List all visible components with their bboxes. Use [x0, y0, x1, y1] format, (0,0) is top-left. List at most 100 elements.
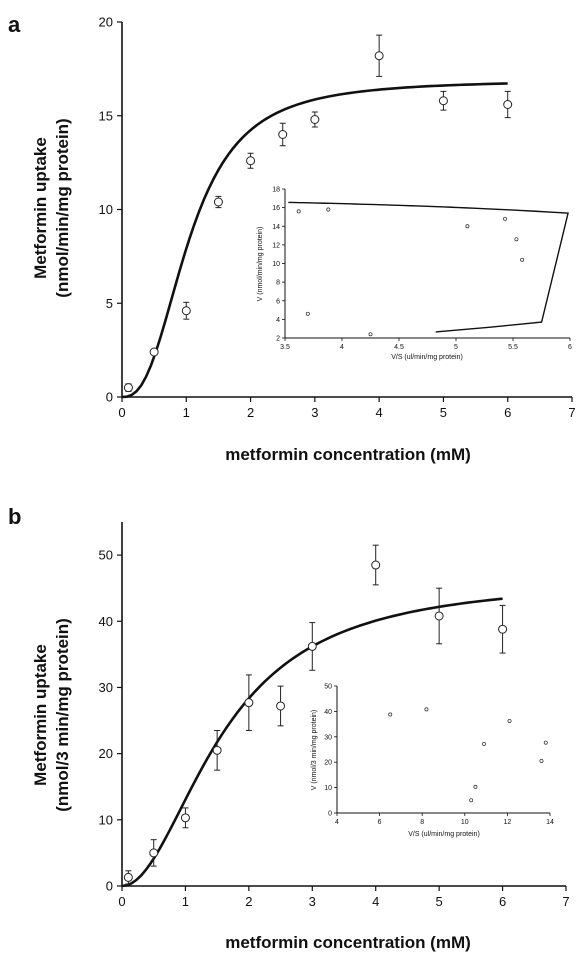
panel-b-y-tick-label: 10: [99, 812, 113, 827]
panel-a-data-point: [181, 306, 191, 316]
panel-b-inset-data-point: [473, 784, 478, 789]
panel-b-inset-y-axis-title: V (nmol/3 min/mg protein): [311, 710, 318, 791]
panel-a-x-tick-label: 2: [247, 405, 254, 420]
panel-a-data-point: [246, 156, 256, 166]
panel-a-data-point: [503, 100, 513, 109]
panel-b-inset-x-axis-title: V/S (ul/min/mg protein): [408, 831, 480, 838]
panel-b-data-point: [123, 872, 133, 882]
panel-b-y-tick-label: 40: [99, 614, 113, 629]
panel-a-inset-data-point: [296, 209, 301, 214]
panel-a-fit-curve: [121, 82, 508, 399]
panel-b-data-point: [212, 745, 222, 755]
panel-b-data-point: [371, 560, 381, 570]
panel-a-data-point: [374, 51, 384, 61]
panel-a-inset-data-point: [520, 257, 525, 262]
panel-a-x-tick-label: 1: [183, 405, 190, 420]
panel-b-inset-y-tick-label: 40: [324, 709, 332, 716]
panel-b-x-tick-label: 4: [372, 894, 379, 909]
panel-a-inset-y-tick-label: 18: [272, 187, 280, 194]
panel-b-inset-y-tick-label: 0: [328, 811, 332, 818]
panel-b-data-point: [244, 698, 254, 708]
panel-a-data-point: [310, 115, 320, 124]
panel-a-inset-y-tick-label: 6: [276, 298, 280, 305]
panel-a-inset-x-tick-label: 4: [340, 344, 344, 351]
panel-b-x-tick-label: 3: [309, 894, 316, 909]
panel-b-x-tick-label: 6: [499, 894, 506, 909]
panel-label-a: a: [8, 12, 21, 37]
panel-b-inset-data-point: [543, 740, 548, 745]
panel-a-inset-x-tick-label: 6: [568, 344, 572, 351]
panel-a-data-point: [149, 347, 159, 357]
panel-a-data-point: [123, 383, 133, 393]
panel-b-y-tick-label: 50: [99, 548, 113, 563]
panel-a-x-tick-label: 5: [440, 405, 447, 420]
panel-b-inset-y-tick-label: 20: [324, 760, 332, 767]
panel-a-inset-x-tick-label: 4.5: [394, 344, 404, 351]
panel-a-x-tick-label: 0: [118, 405, 125, 420]
panel-b-inset-x-tick-label: 14: [546, 819, 554, 826]
panel-a-data-point: [278, 130, 288, 139]
panel-a-inset-y-tick-label: 8: [276, 280, 280, 287]
panel-a-x-tick-label: 4: [376, 405, 383, 420]
panel-b-data-point: [307, 641, 317, 651]
panel-b-inset-y-tick-label: 30: [324, 734, 332, 741]
panel-b-inset-x-tick-label: 8: [420, 819, 424, 826]
panel-b-inset-x-tick-label: 4: [335, 819, 339, 826]
panel-b-inset-x-tick-label: 12: [504, 819, 512, 826]
panel-b-x-axis-title: metformin concentration (mM): [225, 933, 471, 952]
panel-b-x-tick-label: 1: [182, 894, 189, 909]
panel-a-inset-y-tick-label: 10: [272, 261, 280, 268]
panel-a-y-tick-label: 20: [99, 15, 113, 30]
panel-b-inset-y-tick-label: 10: [324, 785, 332, 792]
panel-a-y-axis-title-line2: (nmol/min/mg protein): [53, 118, 72, 297]
panel-b-data-point: [149, 848, 159, 858]
panel-a-y-axis-title-line1: Metformin uptake: [31, 137, 50, 279]
panel-a-inset-y-axis-title: V (nmol/min/mg protein): [257, 227, 264, 302]
panel-a-inset: 3.5 4 4.5 5 5.5 6 2 4 6 8 10 12 14 16 18: [272, 187, 572, 352]
panel-a-inset-y-tick-label: 2: [276, 336, 280, 343]
panel-b-x-tick-label: 5: [436, 894, 443, 909]
panel-b-data-point: [180, 813, 190, 823]
panel-b-x-tick-label: 7: [562, 894, 569, 909]
panel-label-b: b: [8, 504, 21, 529]
panel-a-x-tick-label: 7: [568, 405, 575, 420]
panel-a-inset-y-tick-label: 14: [272, 224, 280, 231]
panel-a-inset-fit-curve: [288, 201, 569, 333]
panel-a-inset-data-point: [305, 311, 310, 316]
panel-b-inset-data-point: [482, 741, 486, 746]
panel-a-inset-x-tick-label: 5: [454, 344, 458, 351]
panel-b-data-point: [498, 624, 508, 634]
panel-b-data-point: [276, 701, 286, 711]
panel-a-inset-data-point: [465, 224, 470, 229]
panel-b-inset-data-point: [469, 798, 474, 803]
panel-b-y-tick-label: 20: [99, 746, 113, 761]
panel-b-inset-data-point: [539, 758, 544, 763]
panel-b-y-axis-title-line1: Metformin uptake: [31, 644, 50, 786]
panel-a-inset-x-tick-label: 5.5: [508, 344, 518, 351]
panel-b-data-point: [434, 611, 444, 621]
panel-a-data-point: [438, 96, 448, 106]
panel-a-inset-data-point: [514, 237, 519, 242]
panel-b-x-tick-label: 2: [245, 894, 252, 909]
panel-a-x-tick-label: 3: [311, 405, 318, 420]
panel-b-inset-data-point: [388, 712, 393, 717]
panel-a-inset-data-point: [368, 332, 373, 337]
panel-a-inset-y-tick-label: 16: [272, 205, 280, 212]
panel-a-inset-y-tick-label: 4: [276, 317, 280, 324]
panel-a-x-axis-title: metformin concentration (mM): [225, 445, 471, 464]
panel-a-y-tick-label: 15: [99, 108, 113, 123]
panel-b-inset-y-tick-label: 50: [324, 684, 332, 691]
panel-b-inset-x-tick-label: 10: [461, 819, 469, 826]
panel-a-y-tick-label: 5: [106, 296, 113, 311]
panel-b-inset-x-tick-label: 6: [378, 819, 382, 826]
panel-a-data-point: [213, 197, 223, 207]
panel-b-y-tick-label: 30: [99, 680, 113, 695]
panel-a-inset-data-point: [503, 216, 507, 221]
panel-b-inset-data-point: [424, 707, 429, 712]
panel-b-inset: 4 6 8 10 12 14 0 10 20 30 40 50: [324, 684, 554, 827]
